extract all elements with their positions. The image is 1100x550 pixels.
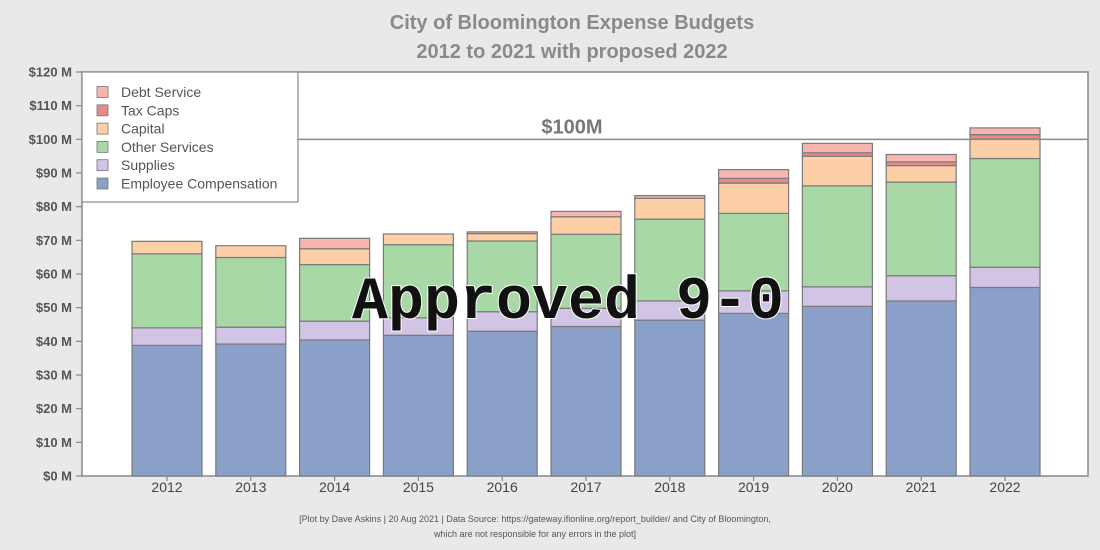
- bar-capital-2016: [466, 233, 538, 242]
- legend-swatch-employee-compensation: [96, 177, 109, 190]
- bar-employee-compensation-2013: [215, 343, 287, 477]
- x-tick-label: 2015: [403, 479, 434, 495]
- y-tick-label: $90 M: [36, 166, 72, 181]
- bar-debt-service-2020: [801, 142, 874, 154]
- legend-swatch-tax-caps: [96, 104, 109, 117]
- legend-label: Other Services: [121, 139, 214, 155]
- bar-other-services-2021: [885, 181, 957, 277]
- y-tick-label: $0 M: [43, 469, 72, 484]
- reference-line-label: $100M: [541, 116, 602, 138]
- x-tick-label: 2013: [235, 479, 266, 495]
- x-tick-label: 2020: [822, 479, 853, 495]
- bar-other-services-2012: [131, 253, 203, 329]
- reference-line-group: $100M: [298, 116, 1088, 141]
- legend-swatch-supplies: [96, 159, 109, 172]
- bar-other-services-2014: [299, 263, 371, 322]
- bar-employee-compensation-2021: [885, 300, 957, 477]
- y-tick-label: $50 M: [36, 300, 72, 315]
- bar-supplies-2012: [131, 327, 203, 346]
- bar-capital-2015: [382, 233, 454, 246]
- legend-label: Employee Compensation: [121, 176, 277, 192]
- bar-capital-2020: [801, 155, 874, 187]
- bar-tax-caps-2022: [969, 134, 1041, 140]
- x-tick-label: 2014: [319, 479, 350, 495]
- bar-employee-compensation-2012: [131, 344, 203, 477]
- y-tick-label: $120 M: [29, 65, 72, 80]
- y-tick-label: $80 M: [36, 199, 72, 214]
- bar-employee-compensation-2016: [466, 330, 538, 477]
- chart-title: City of Bloomington Expense Budgets: [390, 12, 754, 34]
- x-tick-label: 2018: [654, 479, 685, 495]
- bars-group: [131, 127, 1041, 477]
- y-tick-label: $100 M: [29, 132, 72, 147]
- bar-employee-compensation-2017: [550, 325, 622, 477]
- bar-debt-service-2022: [969, 127, 1041, 136]
- bar-debt-service-2016: [466, 231, 538, 235]
- bar-capital-2013: [215, 245, 287, 259]
- bar-capital-2019: [717, 182, 790, 215]
- bar-capital-2012: [131, 240, 203, 255]
- bar-other-services-2013: [215, 256, 287, 328]
- bar-other-services-2022: [969, 157, 1041, 268]
- legend-label: Supplies: [121, 157, 175, 173]
- chart-subtitle: 2012 to 2021 with proposed 2022: [416, 41, 727, 63]
- bar-other-services-2020: [801, 185, 874, 288]
- bar-capital-2014: [299, 248, 371, 266]
- bar-debt-service-2017: [550, 210, 622, 218]
- legend-swatch-capital: [96, 122, 109, 135]
- x-tick-label: 2016: [487, 479, 518, 495]
- y-tick-label: $20 M: [36, 401, 72, 416]
- bar-debt-service-2014: [299, 237, 371, 250]
- y-tick-label: $60 M: [36, 267, 72, 282]
- bar-supplies-2020: [801, 286, 874, 307]
- legend-label: Debt Service: [121, 84, 201, 100]
- bar-employee-compensation-2019: [717, 312, 790, 477]
- legend-box: [81, 71, 299, 203]
- bar-employee-compensation-2014: [299, 339, 371, 477]
- bar-supplies-2021: [885, 275, 957, 302]
- bar-employee-compensation-2015: [382, 334, 454, 477]
- x-tick-label: 2012: [151, 479, 182, 495]
- bar-debt-service-2018: [634, 194, 706, 199]
- bar-capital-2017: [550, 216, 622, 235]
- bar-other-services-2015: [382, 244, 454, 319]
- legend-label: Tax Caps: [121, 102, 179, 118]
- y-tick-label: $30 M: [36, 368, 72, 383]
- y-tick-label: $40 M: [36, 334, 72, 349]
- bar-employee-compensation-2018: [634, 319, 706, 477]
- caption-line-2: which are not responsible for any errors…: [433, 529, 636, 539]
- bar-tax-caps-2019: [717, 177, 790, 184]
- y-tick-label: $110 M: [29, 98, 72, 113]
- x-axis: 2012 2013 2014 2015 2016 2017 2018 2019 2020 2021…: [151, 476, 1021, 495]
- bar-other-services-2017: [550, 233, 622, 309]
- legend-label: Capital: [121, 121, 165, 137]
- y-tick-label: $10 M: [36, 435, 72, 450]
- bar-employee-compensation-2022: [969, 286, 1041, 477]
- legend: Debt Service Tax Caps Capital Other Service…: [81, 71, 299, 203]
- caption-line-1: [Plot by Dave Askins | 20 Aug 2021 | Dat…: [299, 514, 771, 524]
- approval-stamp: Approved 9-0: [352, 269, 784, 337]
- x-tick-label: 2017: [570, 479, 601, 495]
- x-tick-label: 2019: [738, 479, 769, 495]
- bar-debt-service-2021: [885, 153, 957, 163]
- bar-capital-2018: [634, 197, 706, 220]
- legend-swatch-debt-service: [96, 86, 109, 98]
- bar-employee-compensation-2020: [801, 305, 874, 477]
- x-tick-label: 2022: [989, 479, 1020, 495]
- y-tick-label: $70 M: [36, 233, 72, 248]
- bar-supplies-2013: [215, 326, 287, 345]
- x-tick-label: 2021: [906, 479, 937, 495]
- bar-debt-service-2019: [717, 169, 790, 179]
- legend-swatch-other-services: [96, 140, 109, 153]
- bar-capital-2022: [969, 138, 1041, 160]
- y-axis: $0 M $10 M $20 M $30 M $40 M $50 M $60 M $70 M $…: [29, 65, 82, 484]
- bar-capital-2021: [885, 164, 957, 183]
- bar-supplies-2022: [969, 266, 1041, 289]
